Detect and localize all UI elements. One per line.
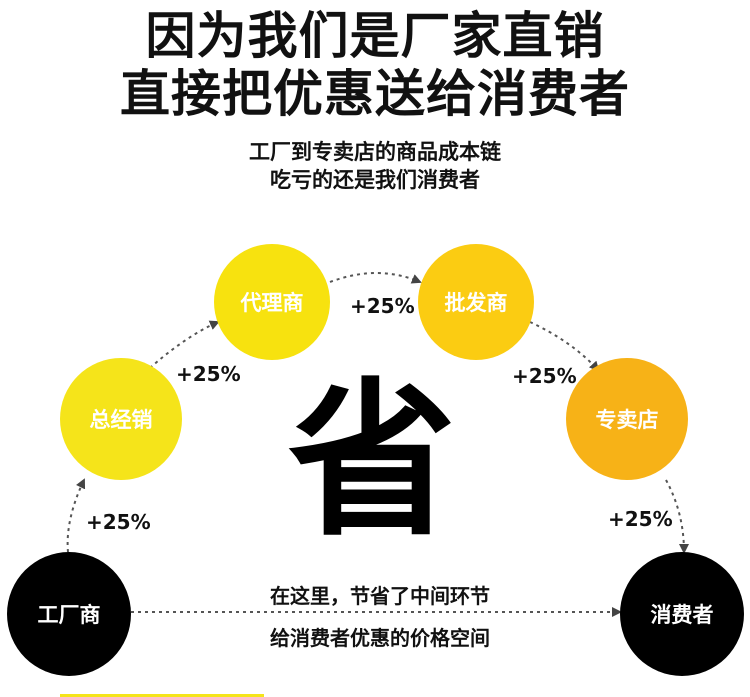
subtitle-line-2: 吃亏的还是我们消费者 <box>270 168 480 192</box>
arrow-agent-to-wholesaler <box>329 272 422 284</box>
node-store: 专卖店 <box>566 358 688 480</box>
markup-label-agent-to-wholesaler: +25% <box>350 294 415 318</box>
node-label-total-distributor: 总经销 <box>89 408 153 432</box>
subtitle-line-1: 工厂到专卖店的商品成本链 <box>249 140 501 164</box>
node-label-consumer: 消费者 <box>650 603 714 627</box>
markup-label-factory-to-total-distributor: +25% <box>86 510 151 534</box>
arrow-total-distributor-to-agent <box>149 320 220 369</box>
node-label-agent: 代理商 <box>240 291 304 315</box>
headline-line-2: 直接把优惠送给消费者 <box>120 65 630 123</box>
savings-line-1: 在这里，节省了中间环节 <box>270 584 490 608</box>
arrow-factory-to-total-distributor <box>66 478 86 553</box>
arrow-wholesaler-to-store <box>529 321 600 372</box>
node-factory: 工厂商 <box>7 552 131 676</box>
node-wholesaler: 批发商 <box>418 244 534 360</box>
node-label-factory: 工厂商 <box>37 603 101 627</box>
node-total-distributor: 总经销 <box>60 358 182 480</box>
arrow-store-to-consumer <box>665 479 689 554</box>
markup-label-total-distributor-to-agent: +25% <box>176 362 241 386</box>
node-label-wholesaler: 批发商 <box>444 291 508 315</box>
node-consumer: 消费者 <box>620 552 744 676</box>
node-label-store: 专卖店 <box>595 408 659 432</box>
node-agent: 代理商 <box>214 244 330 360</box>
markup-label-store-to-consumer: +25% <box>608 507 673 531</box>
center-character: 省 <box>288 363 456 559</box>
markup-label-wholesaler-to-store: +25% <box>512 364 577 388</box>
headline-line-1: 因为我们是厂家直销 <box>145 7 605 65</box>
bottom-accent-rule <box>60 694 264 697</box>
savings-line-2: 给消费者优惠的价格空间 <box>270 626 490 650</box>
